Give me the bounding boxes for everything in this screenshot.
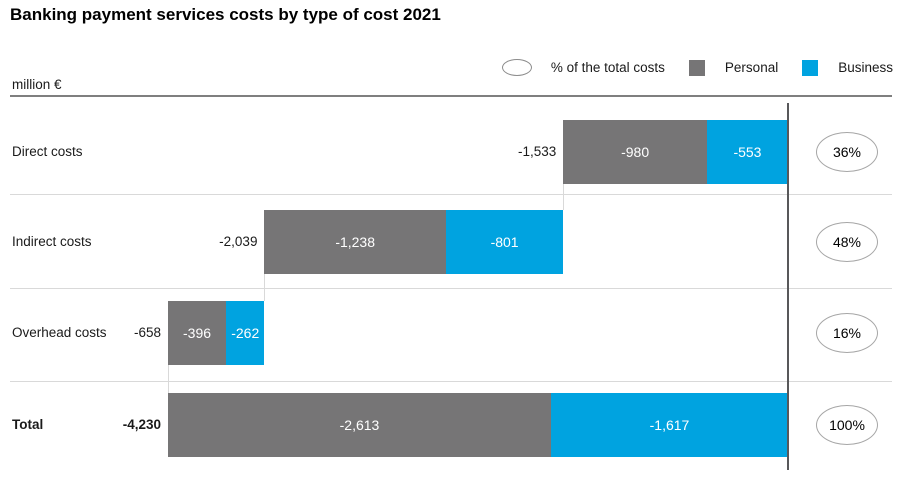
- total-value-label: -4,230: [122, 417, 161, 432]
- personal-swatch-icon: [688, 59, 705, 76]
- row-label: Indirect costs: [12, 234, 92, 249]
- personal-bar: -396: [168, 301, 227, 365]
- percent-badge: 100%: [816, 405, 878, 445]
- business-bar: -801: [445, 210, 564, 274]
- axis-top-rule: [10, 95, 892, 97]
- business-swatch-icon: [802, 59, 819, 76]
- chart-title: Banking payment services costs by type o…: [10, 5, 441, 24]
- row-separator-0: [10, 194, 892, 195]
- personal-bar: -1,238: [264, 210, 446, 274]
- legend-label-business: Business: [838, 60, 893, 75]
- business-bar: -553: [706, 120, 788, 184]
- axis-zero-line: [787, 103, 789, 470]
- waterfall-connector: [264, 274, 265, 301]
- legend-item-percent: % of the total costs: [501, 59, 665, 76]
- percent-badge: 36%: [816, 132, 878, 172]
- waterfall-connector: [563, 184, 564, 210]
- legend-item-business: Business: [802, 59, 893, 76]
- total-value-label: -658: [133, 325, 161, 340]
- legend-item-personal: Personal: [688, 59, 779, 76]
- percent-badge: 16%: [816, 313, 878, 353]
- personal-bar: -980: [563, 120, 707, 184]
- row-label: Total: [12, 417, 44, 432]
- row-label: Direct costs: [12, 144, 83, 159]
- legend-label-personal: Personal: [724, 60, 779, 75]
- percent-badge: 48%: [816, 222, 878, 262]
- waterfall-connector: [168, 365, 169, 393]
- business-bar: -1,617: [550, 393, 788, 457]
- total-value-label: -2,039: [219, 234, 258, 249]
- business-bar: -262: [226, 301, 265, 365]
- row-separator-2: [10, 381, 892, 382]
- row-label: Overhead costs: [12, 325, 107, 340]
- unit-label: million €: [12, 77, 62, 92]
- personal-bar: -2,613: [168, 393, 551, 457]
- total-value-label: -1,533: [518, 144, 557, 159]
- legend-label-percent: % of the total costs: [550, 60, 665, 75]
- row-separator-1: [10, 288, 892, 289]
- legend: % of the total costs Personal Business: [501, 59, 893, 76]
- percent-ellipse-icon: [501, 59, 532, 76]
